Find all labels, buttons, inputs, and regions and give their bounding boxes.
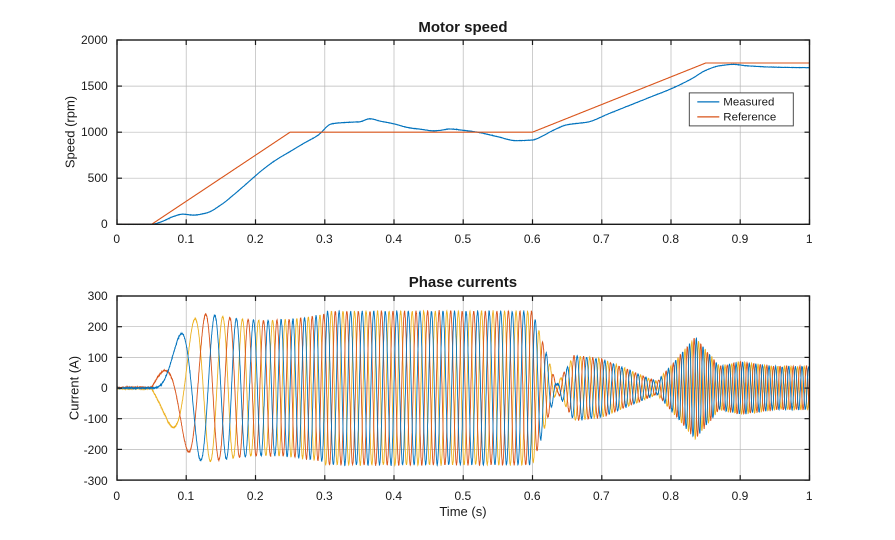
svg-text:Measured: Measured	[723, 96, 774, 108]
svg-text:Reference: Reference	[723, 111, 776, 123]
